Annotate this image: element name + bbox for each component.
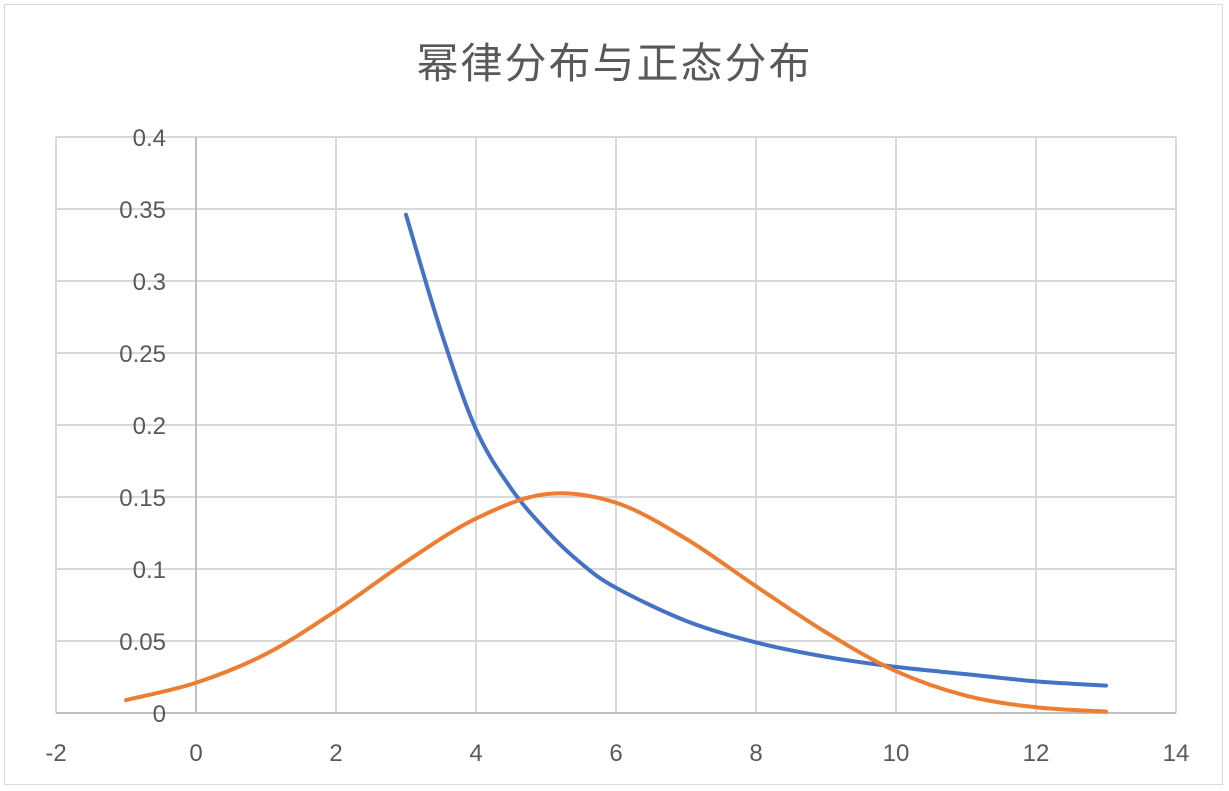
chart-title: 幂律分布与正态分布 bbox=[416, 39, 813, 88]
y-tick-labels: 0 0.05 0.1 0.15 0.2 0.25 0.3 0.35 0.4 bbox=[119, 125, 166, 728]
x-tick-label: 4 bbox=[469, 740, 482, 767]
x-tick-label: 12 bbox=[1023, 740, 1050, 767]
x-tick-label: 2 bbox=[329, 740, 342, 767]
y-tick-label: 0.05 bbox=[119, 629, 166, 656]
x-tick-label: 0 bbox=[189, 740, 202, 767]
x-tick-label: 14 bbox=[1163, 740, 1190, 767]
y-tick-label: 0.25 bbox=[119, 341, 166, 368]
x-tick-label: 10 bbox=[883, 740, 910, 767]
series-line-normal bbox=[124, 491, 1108, 714]
chart-frame bbox=[4, 4, 1223, 785]
x-tick-label: 8 bbox=[749, 740, 762, 767]
x-tick-label: 6 bbox=[609, 740, 622, 767]
y-tick-label: 0.1 bbox=[133, 557, 166, 584]
x-tick-labels: -2 0 2 4 6 8 10 12 14 bbox=[45, 740, 1189, 767]
y-tick-label: 0.15 bbox=[119, 485, 166, 512]
y-tick-label: 0 bbox=[153, 701, 166, 728]
axes bbox=[56, 137, 1176, 714]
x-tick-label: -2 bbox=[45, 740, 66, 767]
y-tick-label: 0.35 bbox=[119, 197, 166, 224]
series-lines bbox=[124, 212, 1108, 714]
series-line-power-law bbox=[404, 212, 1108, 688]
horizontal-gridlines bbox=[56, 136, 1176, 642]
y-tick-label: 0.2 bbox=[133, 413, 166, 440]
y-tick-label: 0.4 bbox=[133, 125, 166, 152]
y-tick-label: 0.3 bbox=[133, 269, 166, 296]
